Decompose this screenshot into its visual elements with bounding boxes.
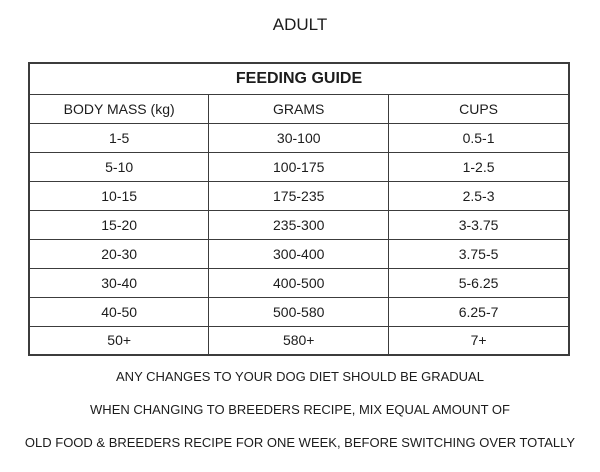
table-row: 40-50 500-580 6.25-7 xyxy=(28,296,570,327)
note-switch-over: OLD FOOD & BREEDERS RECIPE FOR ONE WEEK,… xyxy=(24,435,576,450)
feeding-notes: ANY CHANGES TO YOUR DOG DIET SHOULD BE G… xyxy=(0,369,600,468)
table-header-row: BODY MASS (kg) GRAMS CUPS xyxy=(28,93,570,124)
cell-cups: 5-6.25 xyxy=(388,267,570,298)
cell-cups: 7+ xyxy=(388,325,570,356)
table-title-row: FEEDING GUIDE xyxy=(28,62,570,95)
column-header-cups: CUPS xyxy=(388,93,570,124)
cell-body-mass: 20-30 xyxy=(28,238,210,269)
note-mix-equal: WHEN CHANGING TO BREEDERS RECIPE, MIX EQ… xyxy=(90,402,510,417)
cell-cups: 0.5-1 xyxy=(388,122,570,153)
page-title: ADULT xyxy=(272,15,328,34)
note-gradual-change: ANY CHANGES TO YOUR DOG DIET SHOULD BE G… xyxy=(116,369,484,384)
cell-body-mass: 5-10 xyxy=(28,151,210,182)
cell-body-mass: 40-50 xyxy=(28,296,210,327)
cell-cups: 6.25-7 xyxy=(388,296,570,327)
column-header-grams: GRAMS xyxy=(208,93,390,124)
cell-grams: 235-300 xyxy=(208,209,390,240)
feeding-guide-table: FEEDING GUIDE BODY MASS (kg) GRAMS CUPS … xyxy=(28,62,570,356)
table-row: 10-15 175-235 2.5-3 xyxy=(28,180,570,211)
cell-grams: 300-400 xyxy=(208,238,390,269)
cell-grams: 30-100 xyxy=(208,122,390,153)
table-row: 15-20 235-300 3-3.75 xyxy=(28,209,570,240)
cell-grams: 580+ xyxy=(208,325,390,356)
table-row: 5-10 100-175 1-2.5 xyxy=(28,151,570,182)
cell-grams: 400-500 xyxy=(208,267,390,298)
cell-cups: 1-2.5 xyxy=(388,151,570,182)
cell-grams: 175-235 xyxy=(208,180,390,211)
cell-body-mass: 50+ xyxy=(28,325,210,356)
table-title: FEEDING GUIDE xyxy=(28,62,570,95)
cell-cups: 3-3.75 xyxy=(388,209,570,240)
cell-grams: 100-175 xyxy=(208,151,390,182)
cell-cups: 3.75-5 xyxy=(388,238,570,269)
cell-body-mass: 10-15 xyxy=(28,180,210,211)
column-header-body-mass: BODY MASS (kg) xyxy=(28,93,210,124)
cell-grams: 500-580 xyxy=(208,296,390,327)
cell-body-mass: 30-40 xyxy=(28,267,210,298)
cell-body-mass: 1-5 xyxy=(28,122,210,153)
table-row: 20-30 300-400 3.75-5 xyxy=(28,238,570,269)
table-row: 1-5 30-100 0.5-1 xyxy=(28,122,570,153)
cell-body-mass: 15-20 xyxy=(28,209,210,240)
table-row: 50+ 580+ 7+ xyxy=(28,325,570,356)
cell-cups: 2.5-3 xyxy=(388,180,570,211)
table-row: 30-40 400-500 5-6.25 xyxy=(28,267,570,298)
